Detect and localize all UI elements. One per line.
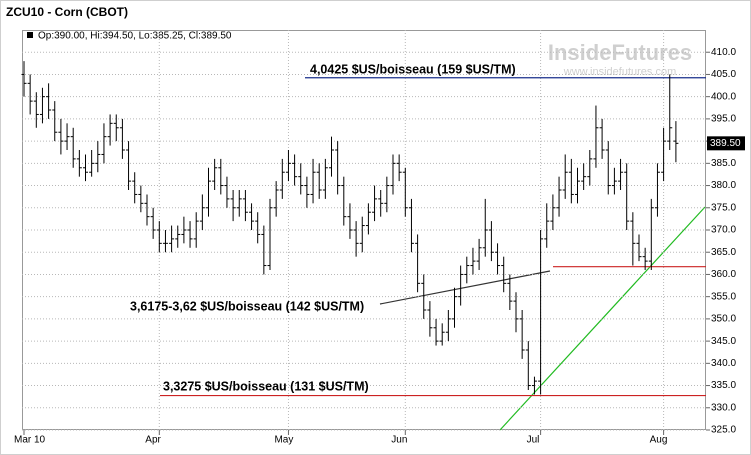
y-tick-label: 340.0 [711,358,736,369]
y-tick-label: 370.0 [711,225,736,236]
y-tick-label: 335.0 [711,380,736,391]
level-label: 4,0425 $US/boisseau (159 $US/TM) [310,62,516,76]
chart-title: ZCU10 - Corn (CBOT) [6,5,128,19]
x-tick-label: May [274,435,293,446]
x-tick-label: Jun [391,435,407,446]
x-tick-label: Aug [650,435,668,446]
level-label: 3,6175-3,62 $US/boisseau (142 $US/TM) [130,299,364,313]
x-tick-label: Mar 10 [14,435,46,446]
y-tick-label: 410.0 [711,47,736,58]
y-tick-label: 345.0 [711,336,736,347]
last-price-label: 389.50 [710,138,741,149]
trend-line [379,270,551,305]
last-price-box [707,136,745,151]
y-tick-label: 400.0 [711,91,736,102]
y-tick-label: 355.0 [711,291,736,302]
legend-swatch [27,32,33,38]
y-tick-label: 385.0 [711,158,736,169]
y-tick-label: 395.0 [711,114,736,125]
watermark-url: www.insidefutures.com [563,66,677,78]
y-tick-label: 325.0 [711,425,736,436]
ohlc-legend: Op:390.00, Hi:394.50, Lo:385.25, Cl:389.… [38,31,232,42]
y-tick-label: 360.0 [711,269,736,280]
y-tick-label: 375.0 [711,202,736,213]
y-tick-label: 330.0 [711,402,736,413]
y-tick-label: 350.0 [711,314,736,325]
y-tick-label: 365.0 [711,247,736,258]
x-tick-label: Apr [145,435,161,446]
level-label: 3,3275 $US/boisseau (131 $US/TM) [163,379,369,393]
y-tick-label: 405.0 [711,69,736,80]
x-tick-label: Jul [527,435,540,446]
y-tick-label: 380.0 [711,180,736,191]
